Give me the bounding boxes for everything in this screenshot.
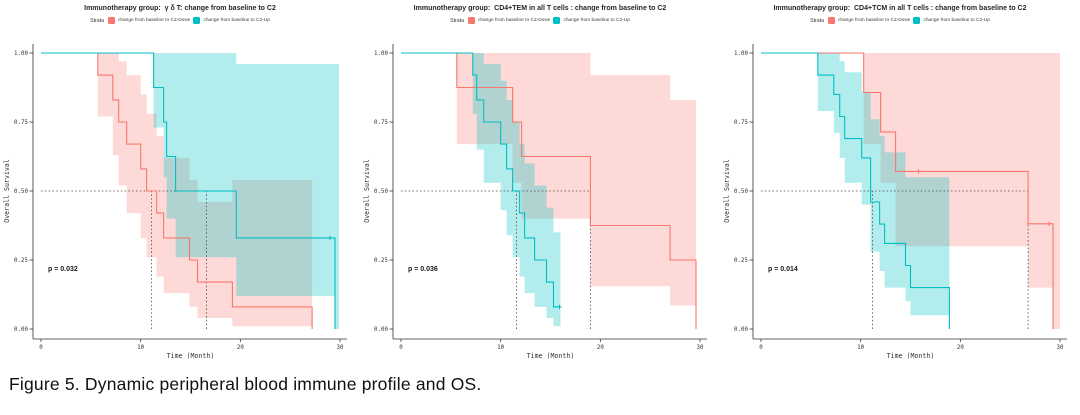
y-tick-label: 1.00 bbox=[734, 51, 748, 57]
legend-swatch-up bbox=[553, 17, 561, 24]
y-tick-label: 0.75 bbox=[734, 120, 748, 126]
km-curve-down bbox=[401, 52, 697, 329]
km-curve-up bbox=[41, 52, 336, 329]
y-tick-label: 0.25 bbox=[14, 258, 28, 264]
y-tick-label: 1.00 bbox=[14, 51, 28, 57]
km-chart-gamma-delta-t: Immunotherapy group: γ δ T: change from … bbox=[0, 0, 360, 368]
x-tick-label: 20 bbox=[957, 345, 964, 351]
y-tick-label: 1.00 bbox=[374, 51, 388, 57]
strata-legend: Strata change from baseline to C2-Down c… bbox=[360, 16, 720, 25]
censor-mark-down bbox=[916, 169, 921, 174]
km-chart-cd4-tem: Immunotherapy group: CD4+TEM in all T ce… bbox=[360, 0, 720, 368]
y-tick-label: 0.00 bbox=[14, 327, 28, 333]
legend-label-down: change from baseline to C2-Down bbox=[117, 18, 191, 23]
legend-swatch-up bbox=[913, 17, 921, 24]
y-tick-label: 0.25 bbox=[374, 258, 388, 264]
chart-title: Immunotherapy group: CD4+TEM in all T ce… bbox=[413, 5, 667, 12]
legend-label-up: change from baseline to C2-Up bbox=[563, 18, 630, 23]
y-tick-label: 0.75 bbox=[374, 120, 388, 126]
legend-swatch-down bbox=[827, 17, 835, 24]
p-value-label: p = 0.032 bbox=[48, 266, 78, 273]
ci-band-down bbox=[401, 53, 696, 329]
censor-mark-up bbox=[327, 235, 333, 241]
legend-strata-label: Strata bbox=[810, 17, 824, 24]
y-tick-label: 0.00 bbox=[374, 327, 388, 333]
legend-label-up: change from baseline to C2-Up bbox=[923, 18, 990, 23]
survival-plot: 0 10 20 30 0.00 0.25 0.50 0.75 1.00 Time (Month) O… bbox=[723, 44, 1067, 360]
km-chart-cd4-tcm: Immunotherapy group: CD4+TCM in all T ce… bbox=[720, 0, 1080, 368]
legend-label-down: change from baseline to C2-Down bbox=[477, 18, 551, 23]
survival-plot: 0 10 20 30 0.00 0.25 0.50 0.75 1.00 Time (Month) O… bbox=[363, 44, 707, 360]
ci-band-up bbox=[761, 53, 950, 329]
censor-mark-down bbox=[1046, 221, 1052, 226]
x-tick-label: 30 bbox=[1057, 345, 1064, 351]
x-tick-label: 20 bbox=[237, 345, 244, 351]
y-tick-label: 0.00 bbox=[734, 327, 748, 333]
y-axis-label: Overall Survival bbox=[363, 159, 371, 223]
x-tick-label: 10 bbox=[137, 345, 144, 351]
km-curve-down bbox=[41, 52, 313, 329]
y-tick-label: 0.25 bbox=[734, 258, 748, 264]
km-curve-up bbox=[401, 52, 561, 308]
strata-legend: Strata change from baseline to C2-Down c… bbox=[720, 16, 1080, 25]
legend-swatch-down bbox=[467, 17, 475, 24]
legend-strata-label: Strata bbox=[450, 17, 464, 24]
censor-mark-up bbox=[557, 304, 562, 310]
x-axis-label: Time (Month) bbox=[527, 352, 575, 360]
y-tick-label: 0.50 bbox=[14, 189, 28, 195]
x-tick-label: 10 bbox=[497, 345, 504, 351]
x-tick-label: 10 bbox=[857, 345, 864, 351]
y-tick-label: 0.50 bbox=[734, 189, 748, 195]
chart-title: Immunotherapy group: CD4+TCM in all T ce… bbox=[773, 5, 1027, 12]
legend-strata-label: Strata bbox=[90, 17, 104, 24]
y-tick-label: 0.50 bbox=[374, 189, 388, 195]
km-curve-up bbox=[761, 52, 950, 329]
legend-swatch-down bbox=[107, 17, 115, 24]
km-curve-down bbox=[761, 52, 1054, 329]
x-tick-label: 0 bbox=[759, 345, 763, 351]
x-tick-label: 0 bbox=[399, 345, 403, 351]
y-axis-label: Overall Survival bbox=[3, 159, 11, 223]
chart-title: Immunotherapy group: γ δ T: change from … bbox=[84, 5, 276, 12]
y-tick-label: 0.75 bbox=[14, 120, 28, 126]
ci-band-up bbox=[401, 53, 561, 327]
x-axis-label: Time (Month) bbox=[887, 352, 935, 360]
legend-label-up: change from baseline to C2-Up bbox=[203, 18, 270, 23]
strata-legend: Strata change from baseline to C2-Down c… bbox=[0, 16, 360, 25]
x-tick-label: 30 bbox=[337, 345, 344, 351]
legend-swatch-up bbox=[193, 17, 201, 24]
x-axis-label: Time (Month) bbox=[167, 352, 215, 360]
survival-plot: 0 10 20 30 0.00 0.25 0.50 0.75 1.00 Time (Month) O… bbox=[3, 44, 347, 360]
figure-caption: Figure 5. Dynamic peripheral blood immun… bbox=[9, 374, 482, 394]
x-tick-label: 20 bbox=[597, 345, 604, 351]
p-value-label: p = 0.014 bbox=[768, 266, 798, 273]
legend-label-down: change from baseline to C2-Down bbox=[837, 18, 911, 23]
x-tick-label: 0 bbox=[39, 345, 43, 351]
y-axis-label: Overall Survival bbox=[723, 159, 731, 223]
x-tick-label: 30 bbox=[697, 345, 704, 351]
p-value-label: p = 0.036 bbox=[408, 266, 438, 273]
